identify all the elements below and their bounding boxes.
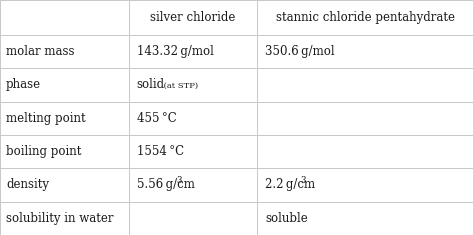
Bar (0, 168, 129, 202)
Bar (0, 102, 129, 135)
Bar (257, 102, 473, 135)
Text: solubility in water: solubility in water (6, 212, 114, 225)
Bar (257, 202, 473, 235)
Text: phase: phase (6, 78, 41, 91)
Text: boiling point: boiling point (6, 145, 81, 158)
Text: 350.6 g/mol: 350.6 g/mol (265, 45, 335, 58)
Text: melting point: melting point (6, 112, 86, 125)
Bar (0, 135, 129, 168)
Bar (257, 0, 473, 35)
Text: 1554 °C: 1554 °C (137, 145, 184, 158)
Text: silver chloride: silver chloride (150, 11, 236, 24)
Bar (257, 68, 473, 102)
Bar (257, 35, 473, 68)
Bar (257, 168, 473, 202)
Bar (0, 0, 129, 35)
Bar (129, 0, 257, 35)
Text: 3: 3 (301, 176, 306, 185)
Text: solid: solid (137, 78, 165, 91)
Text: 3: 3 (176, 176, 182, 185)
Bar (257, 135, 473, 168)
Bar (129, 168, 257, 202)
Text: 455 °C: 455 °C (137, 112, 176, 125)
Bar (0, 35, 129, 68)
Bar (129, 35, 257, 68)
Bar (0, 202, 129, 235)
Text: stannic chloride pentahydrate: stannic chloride pentahydrate (276, 11, 455, 24)
Text: 2.2 g/cm: 2.2 g/cm (265, 178, 315, 192)
Text: soluble: soluble (265, 212, 308, 225)
Bar (129, 135, 257, 168)
Text: 5.56 g/cm: 5.56 g/cm (137, 178, 194, 192)
Text: 143.32 g/mol: 143.32 g/mol (137, 45, 213, 58)
Text: density: density (6, 178, 49, 192)
Bar (0, 68, 129, 102)
Text: molar mass: molar mass (6, 45, 75, 58)
Bar (129, 202, 257, 235)
Text: (at STP): (at STP) (162, 82, 198, 90)
Bar (129, 102, 257, 135)
Bar (129, 68, 257, 102)
